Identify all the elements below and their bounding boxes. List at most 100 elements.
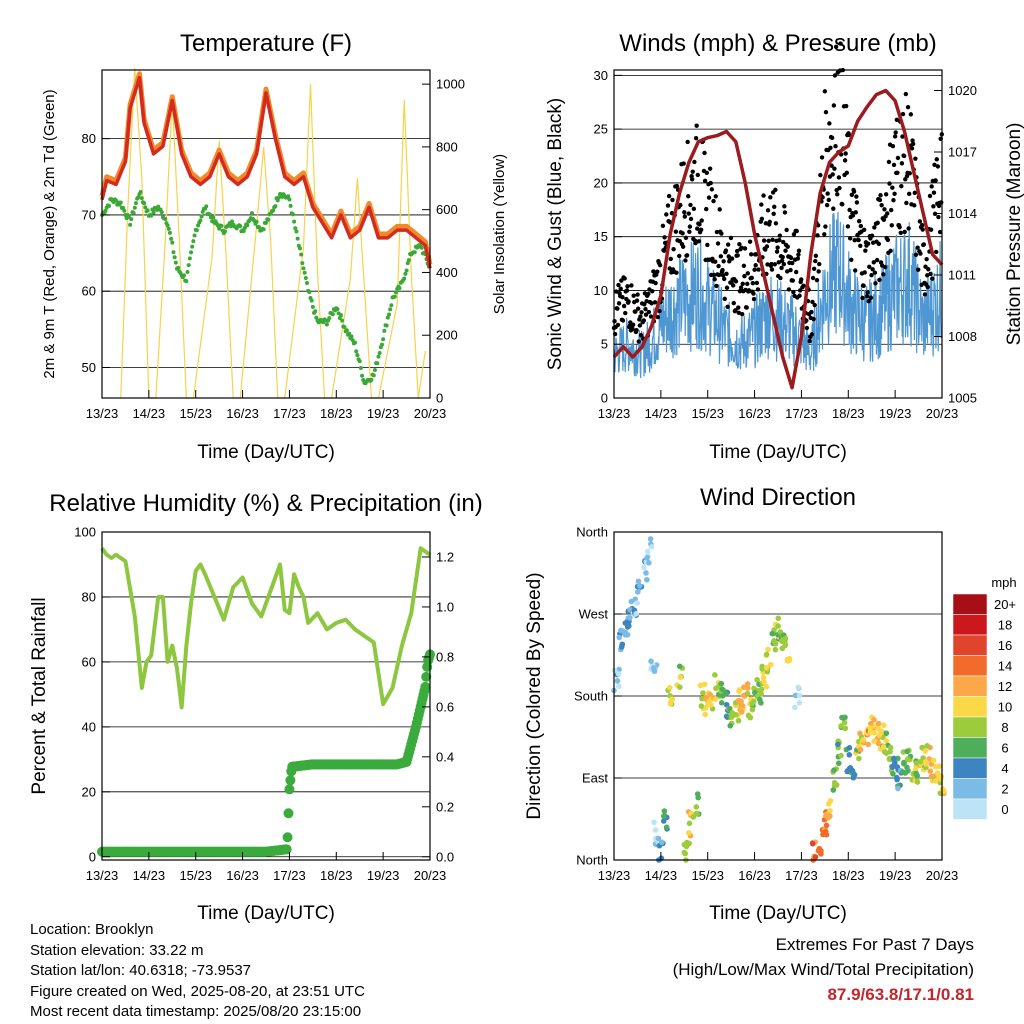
dewpoint-point	[190, 244, 195, 249]
direction-point	[617, 627, 624, 634]
y-tick-label: 70	[82, 207, 96, 222]
gust-point	[846, 132, 852, 138]
gust-point	[711, 272, 717, 278]
gust-point	[854, 200, 860, 205]
gust-point	[691, 206, 697, 212]
gust-point	[832, 166, 837, 171]
y2-tick-label: 0.8	[436, 649, 454, 664]
y-tick-label: 0	[89, 849, 96, 864]
gust-point	[849, 257, 854, 263]
direction-point	[836, 760, 842, 767]
gust-point	[630, 322, 636, 327]
direction-point	[825, 815, 831, 821]
direction-point	[850, 774, 857, 781]
gust-point	[651, 269, 656, 274]
direction-point	[830, 787, 837, 793]
gust-point	[895, 170, 900, 175]
gust-point	[915, 245, 920, 250]
gust-point	[842, 158, 848, 163]
gust-point	[687, 229, 692, 234]
gust-point	[772, 262, 778, 267]
precip-point	[420, 681, 431, 692]
direction-point	[698, 703, 705, 709]
y2-tick-label: 0	[436, 391, 443, 406]
gust-point	[822, 89, 828, 94]
colorbar-label: 6	[1001, 741, 1008, 756]
gust-point	[742, 273, 747, 279]
gust-point	[708, 180, 713, 186]
dewpoint-point	[238, 224, 243, 229]
temperature-xlabel: Time (Day/UTC)	[197, 442, 335, 463]
gust-point	[906, 226, 911, 231]
direction-point	[880, 744, 887, 750]
gust-point	[622, 276, 627, 281]
direction-point	[681, 841, 688, 848]
gust-point	[687, 224, 693, 229]
direction-point	[644, 554, 651, 561]
gust-point	[810, 299, 815, 305]
gust-point	[763, 221, 769, 226]
direction-point	[809, 840, 816, 847]
dewpoint-point	[166, 226, 171, 231]
direction-point	[633, 610, 640, 617]
gust-point	[823, 110, 829, 115]
direction-point	[616, 683, 622, 690]
dewpoint-point	[324, 322, 329, 327]
gust-point	[714, 283, 719, 289]
x-tick-label: 15/23	[179, 406, 212, 421]
direction-point	[796, 692, 803, 699]
gust-point	[877, 277, 882, 283]
series-dewpoint	[100, 189, 431, 386]
direction-point	[890, 770, 896, 777]
gust-point	[826, 197, 831, 203]
gust-point	[688, 202, 693, 208]
winds-title: Winds (mph) & Pressure (mb)	[619, 30, 936, 57]
gust-point	[837, 185, 842, 191]
gust-point	[918, 251, 923, 256]
y2-tick-label: 0.0	[436, 849, 454, 864]
gust-point	[652, 300, 658, 305]
direction-point	[758, 700, 764, 706]
direction-point	[686, 820, 693, 827]
y-tick-label: West	[579, 607, 609, 622]
gust-point	[744, 305, 749, 310]
direction-point	[736, 688, 742, 695]
dewpoint-point	[138, 189, 143, 194]
gust-point	[616, 282, 621, 288]
humidity-title: Relative Humidity (%) & Precipitation (i…	[49, 490, 482, 517]
direction-point	[754, 676, 760, 683]
gust-point	[819, 155, 825, 160]
temperature-grid	[102, 138, 430, 368]
dewpoint-point	[211, 215, 216, 220]
dewpoint-point	[330, 312, 335, 317]
gust-point	[702, 178, 708, 184]
gust-point	[662, 235, 667, 240]
precip-point	[421, 671, 432, 682]
precip-point	[285, 775, 296, 786]
direction-point	[702, 711, 709, 718]
direction-point	[894, 776, 900, 783]
dewpoint-point	[406, 258, 411, 263]
dewpoint-point	[300, 261, 305, 266]
gust-point	[921, 242, 927, 247]
gust-point	[899, 183, 904, 189]
dewpoint-point	[145, 208, 150, 213]
dewpoint-point	[294, 229, 299, 234]
station-elevation: Station elevation: 33.22 m	[30, 941, 204, 959]
dewpoint-point	[403, 271, 408, 276]
direction-title: Wind Direction	[700, 484, 856, 511]
gust-point	[788, 255, 794, 261]
x-tick-label: 13/23	[86, 406, 119, 421]
direction-point	[844, 768, 850, 775]
direction-point	[718, 700, 725, 706]
gust-point	[720, 267, 725, 273]
dewpoint-point	[327, 316, 332, 321]
gust-point	[877, 197, 883, 203]
dewpoint-point	[273, 204, 278, 209]
colorbar-label: 18	[998, 618, 1012, 633]
gust-point	[912, 190, 918, 196]
gust-point	[910, 141, 916, 147]
gust-point	[815, 233, 820, 238]
y2-tick-label: 1000	[436, 77, 465, 92]
